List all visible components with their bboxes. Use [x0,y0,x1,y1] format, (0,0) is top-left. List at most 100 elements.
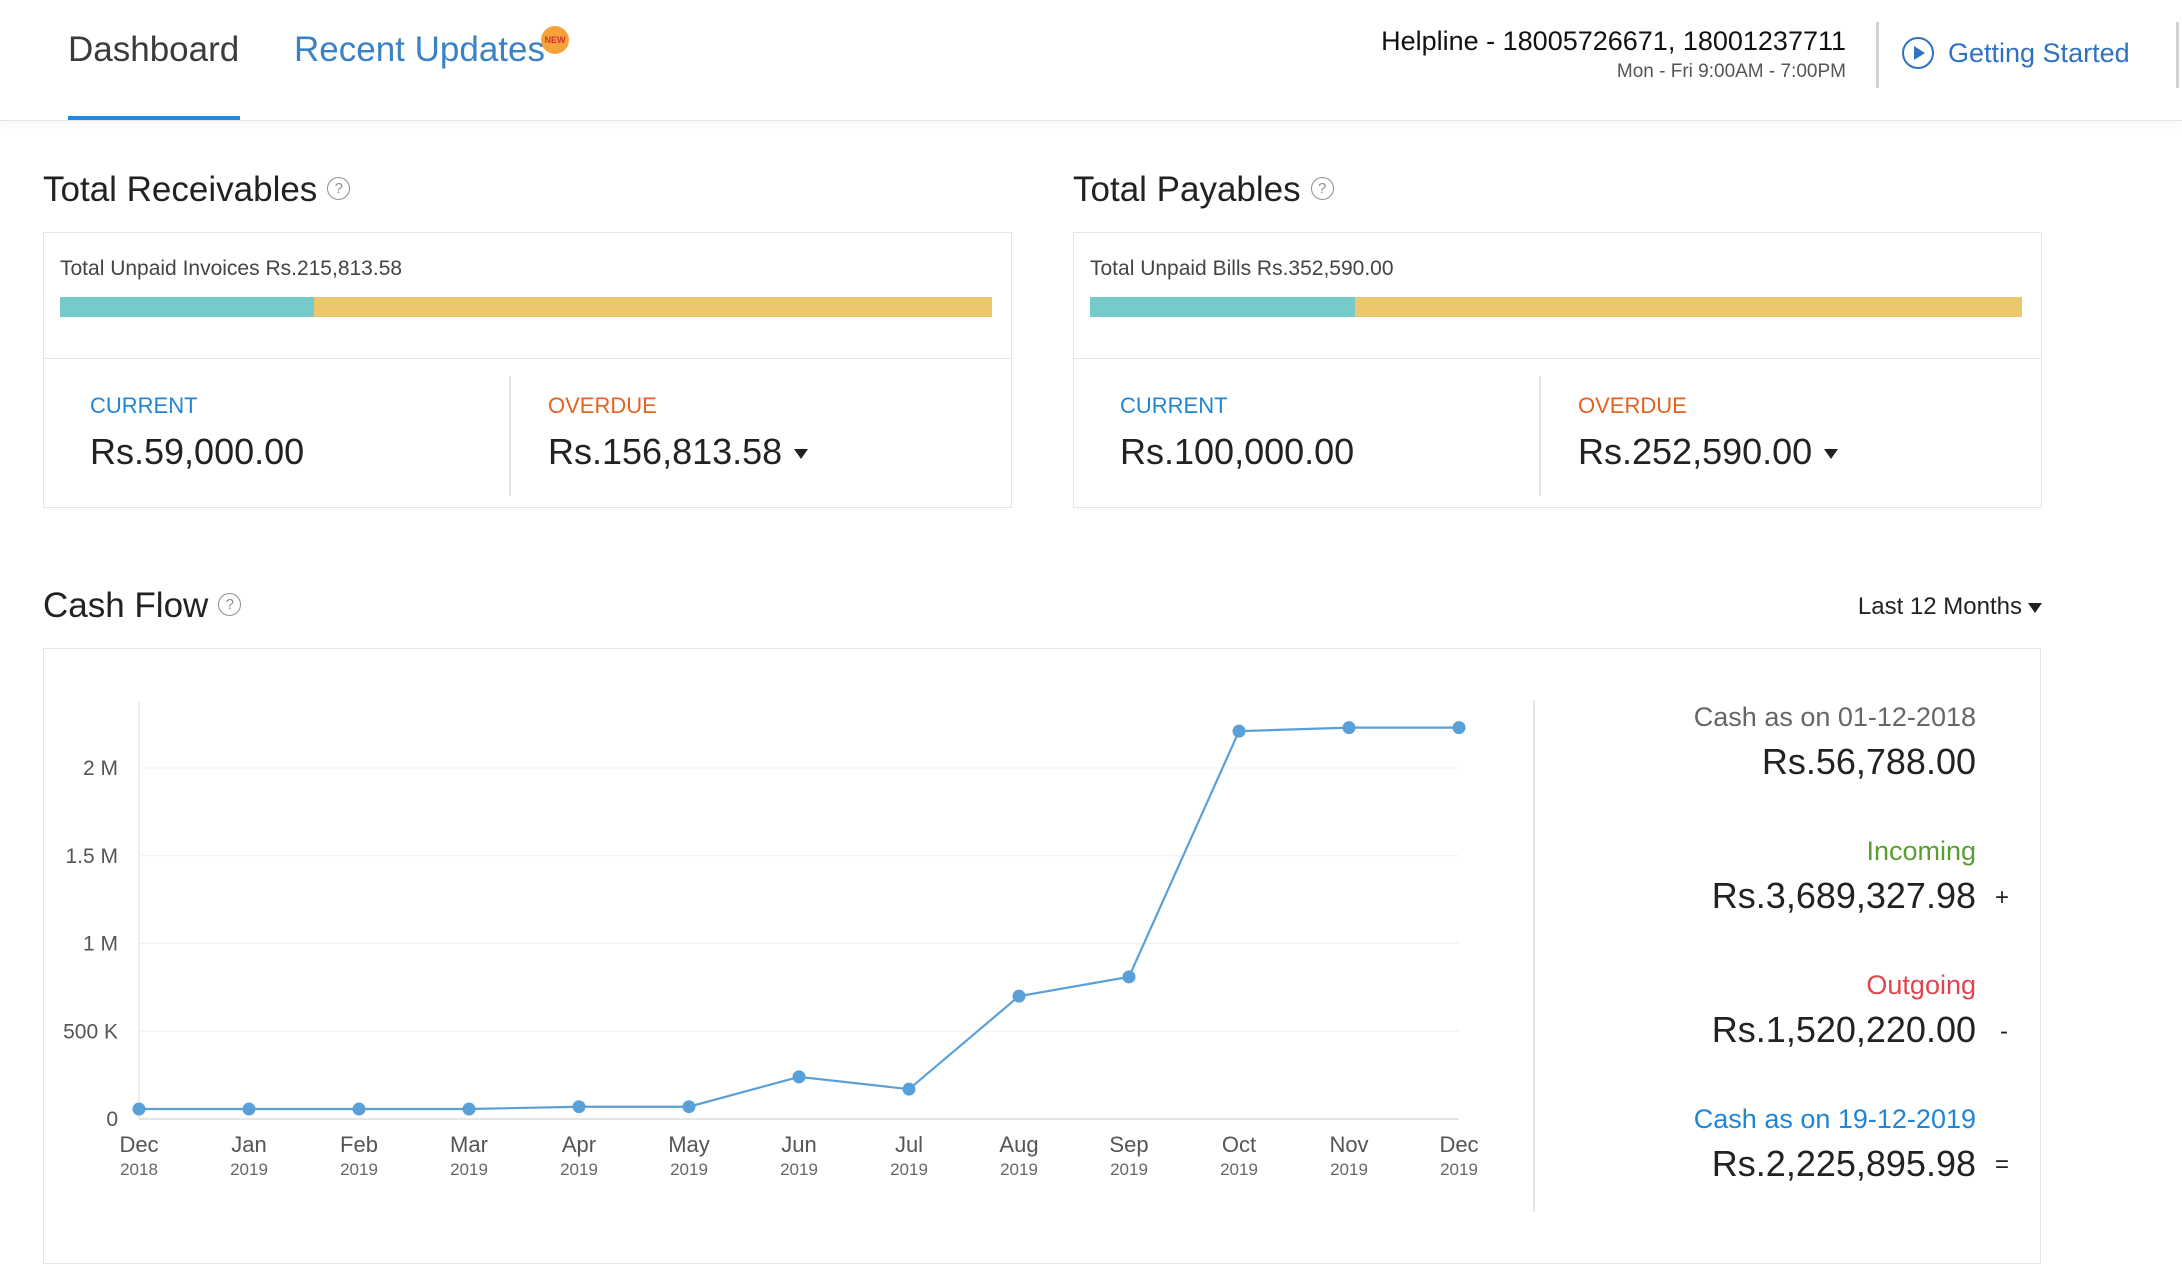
x-tick-year: 2019 [890,1160,928,1179]
top-navigation-bar: Dashboard Recent Updates NEW Helpline - … [0,0,2182,121]
helpline-numbers: Helpline - 18005726671, 18001237711 [1381,26,1846,56]
outgoing-cash: Outgoing Rs.1,520,220.00 [1712,970,1976,1051]
current-amount: Rs.59,000.00 [90,431,305,472]
incoming-value: Rs.3,689,327.98 [1711,875,1976,916]
y-tick-label: 500 K [63,1020,118,1043]
payables-overdue-segment [1354,297,2022,317]
helpline-info: Helpline - 18005726671, 18001237711 Mon … [1381,26,1846,83]
overdue-amount-text: Rs.156,813.58 [548,431,783,472]
receivables-current-segment [60,297,315,317]
help-icon[interactable]: ? [218,593,242,617]
unpaid-bills-label: Total Unpaid Bills Rs.352,590.00 [1090,257,1394,280]
receivables-overdue-segment [314,297,992,317]
data-point [1452,721,1466,735]
plus-operator: + [1995,884,2010,911]
data-point [1342,721,1356,735]
x-tick-year: 2019 [230,1160,268,1179]
closing-cash: Cash as on 19-12-2019 Rs.2,225,895.98 [1694,1104,1976,1185]
receivables-title-text: Total Receivables [43,170,318,209]
caret-down-icon[interactable] [794,449,809,460]
overdue-amount: Rs.252,590.00 [1578,431,1839,473]
header-divider [1876,22,1879,88]
x-tick-year: 2019 [1330,1160,1368,1179]
x-tick-year: 2018 [120,1160,158,1179]
data-point [1012,989,1026,1003]
x-tick-year: 2019 [1440,1160,1478,1179]
x-tick-label: Oct [1222,1132,1256,1157]
tab-recent-updates[interactable]: Recent Updates [294,30,545,69]
minus-operator: - [2000,1018,2008,1045]
data-point [572,1100,586,1114]
x-tick-label: Dec [119,1132,158,1157]
y-tick-label: 1 M [83,933,118,956]
outgoing-label: Outgoing [1866,970,1976,1000]
receivables-overdue: OVERDUE Rs.156,813.58 [548,393,809,473]
x-tick-label: Mar [450,1132,488,1157]
payables-current-segment [1090,297,1355,317]
overdue-label: OVERDUE [1578,393,1687,418]
data-point [792,1070,806,1084]
x-tick-label: Feb [340,1132,378,1157]
caret-down-icon[interactable] [1824,449,1839,460]
payables-progress-bar [1090,297,2022,317]
unpaid-invoices-label: Total Unpaid Invoices Rs.215,813.58 [60,257,403,280]
opening-cash-label: Cash as on 01-12-2018 [1693,702,1976,732]
helpline-hours: Mon - Fri 9:00AM - 7:00PM [1616,61,1846,82]
payables-title: Total Payables? [1073,170,1334,210]
current-label: CURRENT [90,393,198,418]
tab-dashboard[interactable]: Dashboard [68,30,240,69]
overdue-label: OVERDUE [548,393,657,418]
cash-flow-card [43,648,2041,1264]
payables-summary: Total Unpaid Bills Rs.352,590.00 [1074,233,2041,359]
payables-current: CURRENT Rs.100,000.00 [1120,393,1354,473]
overdue-amount: Rs.156,813.58 [548,431,809,473]
receivables-current: CURRENT Rs.59,000.00 [90,393,304,473]
caret-down-icon [2028,602,2042,613]
stat-divider [509,376,511,496]
y-tick-label: 1.5 M [65,845,118,868]
closing-cash-value: Rs.2,225,895.98 [1711,1143,1976,1184]
payables-card: Total Unpaid Bills Rs.352,590.00 CURRENT… [1073,232,2042,508]
incoming-label: Incoming [1866,836,1976,866]
equals-operator: = [1995,1151,2010,1178]
current-amount: Rs.100,000.00 [1120,431,1355,472]
play-circle-icon [1902,36,1934,69]
data-point [132,1102,146,1116]
cash-flow-title: Cash Flow? [43,586,242,626]
x-tick-label: Aug [999,1132,1038,1157]
data-point [352,1102,366,1116]
y-tick-label: 0 [106,1108,118,1131]
help-icon[interactable]: ? [327,177,351,201]
help-icon[interactable]: ? [1310,177,1334,201]
cash-flow-divider [1533,700,1535,1212]
data-point [682,1100,696,1114]
period-dropdown-label: Last 12 Months [1857,593,2022,620]
x-tick-label: May [668,1132,710,1157]
opening-cash: Cash as on 01-12-2018 Rs.56,788.00 [1694,702,1976,783]
x-tick-year: 2019 [1000,1160,1038,1179]
x-tick-year: 2019 [1220,1160,1258,1179]
x-tick-label: Nov [1329,1132,1368,1157]
outgoing-value: Rs.1,520,220.00 [1711,1009,1976,1050]
x-tick-label: Apr [562,1132,596,1157]
y-tick-label: 2 M [83,757,118,780]
period-dropdown[interactable]: Last 12 Months [1858,593,2042,621]
cash-flow-title-text: Cash Flow [43,586,209,625]
receivables-title: Total Receivables? [43,170,351,210]
x-tick-year: 2019 [1110,1160,1148,1179]
opening-cash-value: Rs.56,788.00 [1761,741,1976,782]
x-tick-label: Jul [895,1132,923,1157]
data-point [242,1102,256,1116]
active-tab-indicator [68,116,240,120]
getting-started-link[interactable]: Getting Started [1902,36,2130,71]
data-point [462,1102,476,1116]
closing-cash-label: Cash as on 19-12-2019 [1693,1104,1976,1134]
x-tick-year: 2019 [450,1160,488,1179]
stat-divider [1539,376,1541,496]
data-point [1232,724,1246,738]
payables-title-text: Total Payables [1073,170,1301,209]
overdue-amount-text: Rs.252,590.00 [1578,431,1813,472]
x-tick-label: Dec [1439,1132,1478,1157]
incoming-cash: Incoming Rs.3,689,327.98 [1712,836,1976,917]
header-edge-divider [2176,22,2179,88]
